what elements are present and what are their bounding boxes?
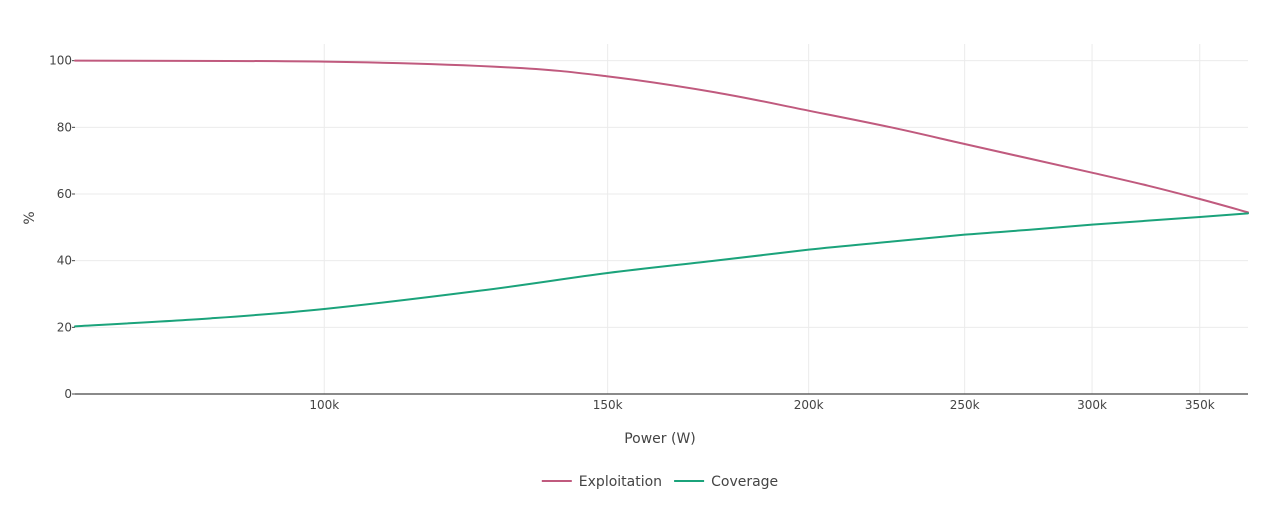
- y-tick-label: 60: [57, 187, 72, 201]
- legend: Exploitation Coverage: [541, 474, 778, 490]
- series-lines: [74, 59, 1249, 328]
- y-tick-label: 100: [49, 54, 72, 68]
- grid-lines: [75, 44, 1248, 394]
- y-tick-label: 40: [57, 254, 72, 268]
- x-tick-label: 250k: [950, 398, 980, 412]
- series-line-exploitation: [74, 59, 1249, 214]
- tick-labels: 100k 150k 200k 250k 300k 350k 0 20 40 60 80 100: [49, 54, 1215, 412]
- x-tick-label: 100k: [309, 398, 339, 412]
- x-axis-title: Power (W): [624, 431, 696, 447]
- legend-item-exploitation[interactable]: Exploitation: [541, 474, 662, 490]
- x-tick-label: 200k: [794, 398, 824, 412]
- legend-item-coverage[interactable]: Coverage: [674, 474, 778, 490]
- legend-label: Coverage: [711, 474, 778, 490]
- axes: [72, 60, 1248, 395]
- x-tick-label: 350k: [1185, 398, 1215, 412]
- x-tick-label: 300k: [1077, 398, 1107, 412]
- y-tick-label: 20: [57, 320, 72, 334]
- x-tick-label: 150k: [593, 398, 623, 412]
- y-tick-label: 80: [57, 120, 72, 134]
- legend-label: Exploitation: [579, 474, 662, 490]
- y-axis-title: %: [22, 211, 38, 224]
- series-line-coverage: [74, 212, 1249, 328]
- y-tick-label: 0: [64, 387, 72, 401]
